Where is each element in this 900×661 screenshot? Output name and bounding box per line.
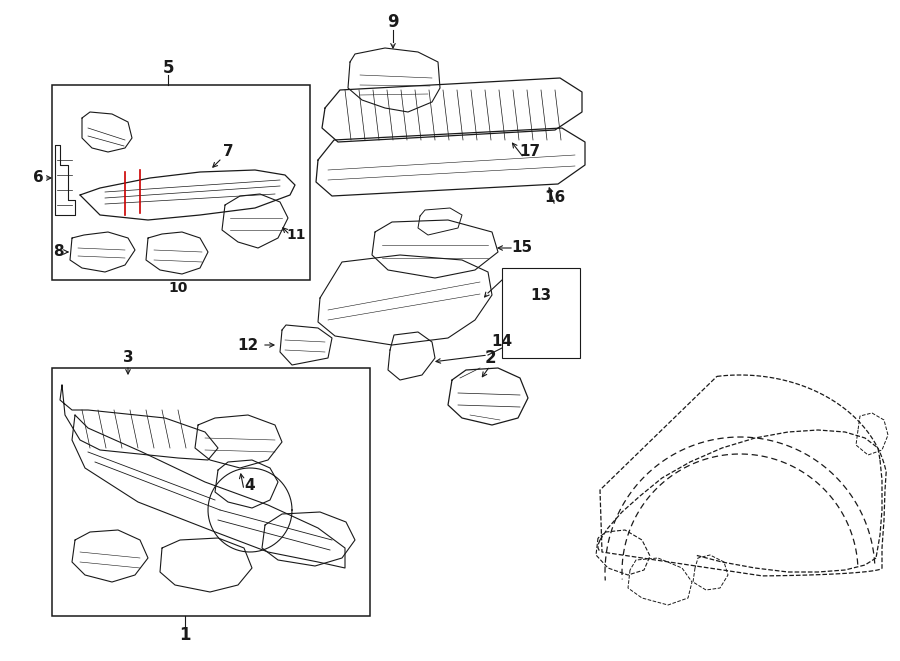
Text: 9: 9 <box>387 13 399 31</box>
Text: 15: 15 <box>511 241 533 256</box>
Text: 5: 5 <box>162 59 174 77</box>
Text: 12: 12 <box>238 338 258 352</box>
Bar <box>52 85 310 280</box>
Text: 2: 2 <box>484 349 496 367</box>
Text: 4: 4 <box>245 477 256 492</box>
Text: 6: 6 <box>32 171 43 186</box>
Bar <box>52 368 370 616</box>
Text: 7: 7 <box>222 145 233 159</box>
Text: 11: 11 <box>286 228 306 242</box>
Text: 17: 17 <box>519 145 541 159</box>
Bar <box>502 268 580 358</box>
Text: 10: 10 <box>168 281 188 295</box>
Text: 16: 16 <box>544 190 565 206</box>
Text: 3: 3 <box>122 350 133 366</box>
Text: 1: 1 <box>179 626 191 644</box>
Text: 8: 8 <box>53 245 63 260</box>
Text: 13: 13 <box>530 288 552 303</box>
Text: 14: 14 <box>491 334 513 350</box>
